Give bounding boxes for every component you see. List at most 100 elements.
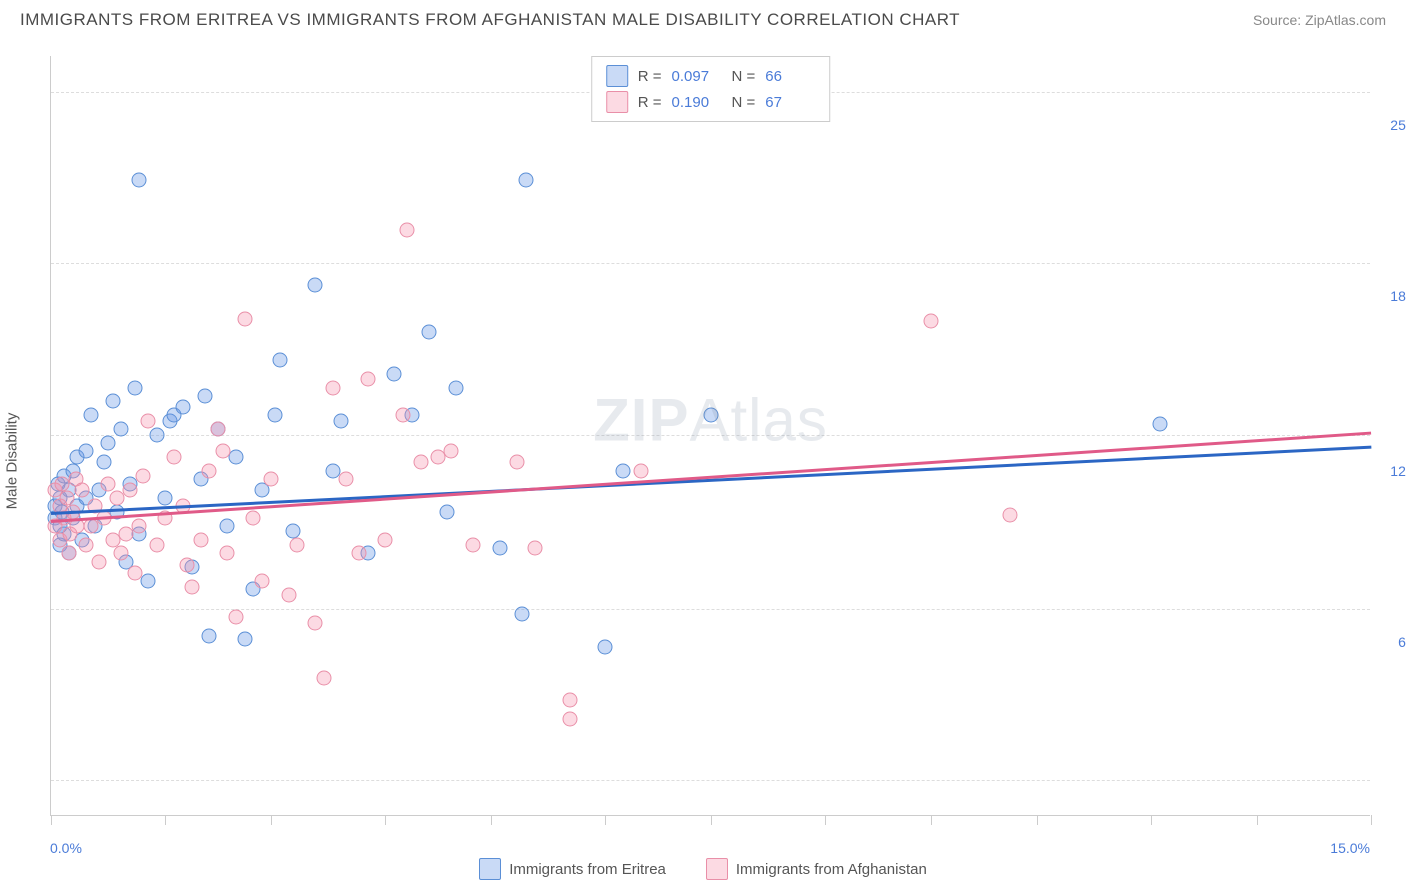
r-label: R =: [638, 68, 662, 85]
scatter-point: [79, 444, 94, 459]
scatter-point: [61, 546, 76, 561]
scatter-point: [325, 380, 340, 395]
y-tick-label: 6.3%: [1398, 634, 1406, 650]
scatter-point: [114, 546, 129, 561]
r-label: R =: [638, 94, 662, 111]
scatter-point: [211, 422, 226, 437]
x-tick: [1371, 815, 1372, 825]
scatter-point: [616, 463, 631, 478]
scatter-point: [633, 463, 648, 478]
n-label: N =: [732, 94, 756, 111]
legend-swatch: [606, 65, 628, 87]
series-legend-item: Immigrants from Eritrea: [479, 858, 666, 880]
scatter-point: [92, 554, 107, 569]
scatter-point: [510, 455, 525, 470]
scatter-point: [422, 325, 437, 340]
series-legend-item: Immigrants from Afghanistan: [706, 858, 927, 880]
x-tick: [491, 815, 492, 825]
scatter-point: [54, 477, 69, 492]
scatter-point: [101, 435, 116, 450]
scatter-point: [440, 505, 455, 520]
x-tick: [711, 815, 712, 825]
y-axis-label: Male Disability: [4, 413, 21, 510]
scatter-point: [528, 540, 543, 555]
scatter-point: [308, 615, 323, 630]
x-tick: [931, 815, 932, 825]
r-value: 0.190: [672, 94, 722, 111]
scatter-point: [514, 607, 529, 622]
y-tick-label: 25.0%: [1390, 117, 1406, 133]
x-tick: [1151, 815, 1152, 825]
scatter-point: [198, 388, 213, 403]
legend-swatch: [706, 858, 728, 880]
gridline: [51, 609, 1370, 610]
scatter-point: [563, 692, 578, 707]
source-label: Source: ZipAtlas.com: [1253, 12, 1386, 28]
scatter-point: [83, 518, 98, 533]
scatter-point: [1152, 416, 1167, 431]
statistics-legend: R =0.097N =66R =0.190N =67: [591, 56, 831, 122]
scatter-point: [228, 610, 243, 625]
scatter-point: [378, 532, 393, 547]
x-axis-max-label: 15.0%: [1330, 840, 1370, 856]
scatter-point: [136, 469, 151, 484]
scatter-point: [396, 408, 411, 423]
scatter-point: [74, 482, 89, 497]
trend-line: [51, 446, 1371, 515]
scatter-point: [246, 510, 261, 525]
scatter-point: [334, 413, 349, 428]
scatter-point: [149, 427, 164, 442]
scatter-point: [127, 380, 142, 395]
x-tick: [825, 815, 826, 825]
scatter-point: [290, 538, 305, 553]
x-tick: [271, 815, 272, 825]
scatter-point: [1003, 507, 1018, 522]
legend-swatch: [479, 858, 501, 880]
plot-area: R =0.097N =66R =0.190N =67 ZIPAtlas 6.3%…: [50, 56, 1370, 816]
scatter-point: [79, 538, 94, 553]
scatter-point: [180, 557, 195, 572]
scatter-point: [387, 366, 402, 381]
scatter-point: [308, 278, 323, 293]
scatter-point: [413, 455, 428, 470]
scatter-point: [316, 670, 331, 685]
scatter-point: [118, 527, 133, 542]
scatter-point: [286, 524, 301, 539]
scatter-point: [158, 491, 173, 506]
legend-swatch: [606, 91, 628, 113]
legend-row: R =0.190N =67: [606, 89, 816, 115]
scatter-point: [255, 574, 270, 589]
scatter-point: [59, 491, 74, 506]
scatter-point: [492, 540, 507, 555]
scatter-point: [924, 314, 939, 329]
scatter-point: [563, 712, 578, 727]
scatter-point: [202, 463, 217, 478]
x-tick: [165, 815, 166, 825]
scatter-point: [176, 399, 191, 414]
x-axis-min-label: 0.0%: [50, 840, 82, 856]
y-tick-label: 18.8%: [1390, 288, 1406, 304]
gridline: [51, 780, 1370, 781]
scatter-point: [237, 632, 252, 647]
scatter-point: [140, 413, 155, 428]
scatter-point: [127, 565, 142, 580]
series-legend: Immigrants from Eritrea Immigrants from A…: [0, 858, 1406, 880]
scatter-point: [132, 173, 147, 188]
n-value: 66: [765, 68, 815, 85]
legend-row: R =0.097N =66: [606, 63, 816, 89]
scatter-point: [338, 471, 353, 486]
scatter-point: [202, 629, 217, 644]
scatter-point: [167, 449, 182, 464]
scatter-point: [448, 380, 463, 395]
scatter-point: [132, 518, 147, 533]
scatter-point: [237, 311, 252, 326]
scatter-point: [220, 546, 235, 561]
scatter-point: [444, 444, 459, 459]
scatter-point: [228, 449, 243, 464]
scatter-point: [149, 538, 164, 553]
x-tick: [385, 815, 386, 825]
scatter-point: [360, 372, 375, 387]
scatter-point: [105, 394, 120, 409]
x-tick: [51, 815, 52, 825]
scatter-point: [352, 546, 367, 561]
